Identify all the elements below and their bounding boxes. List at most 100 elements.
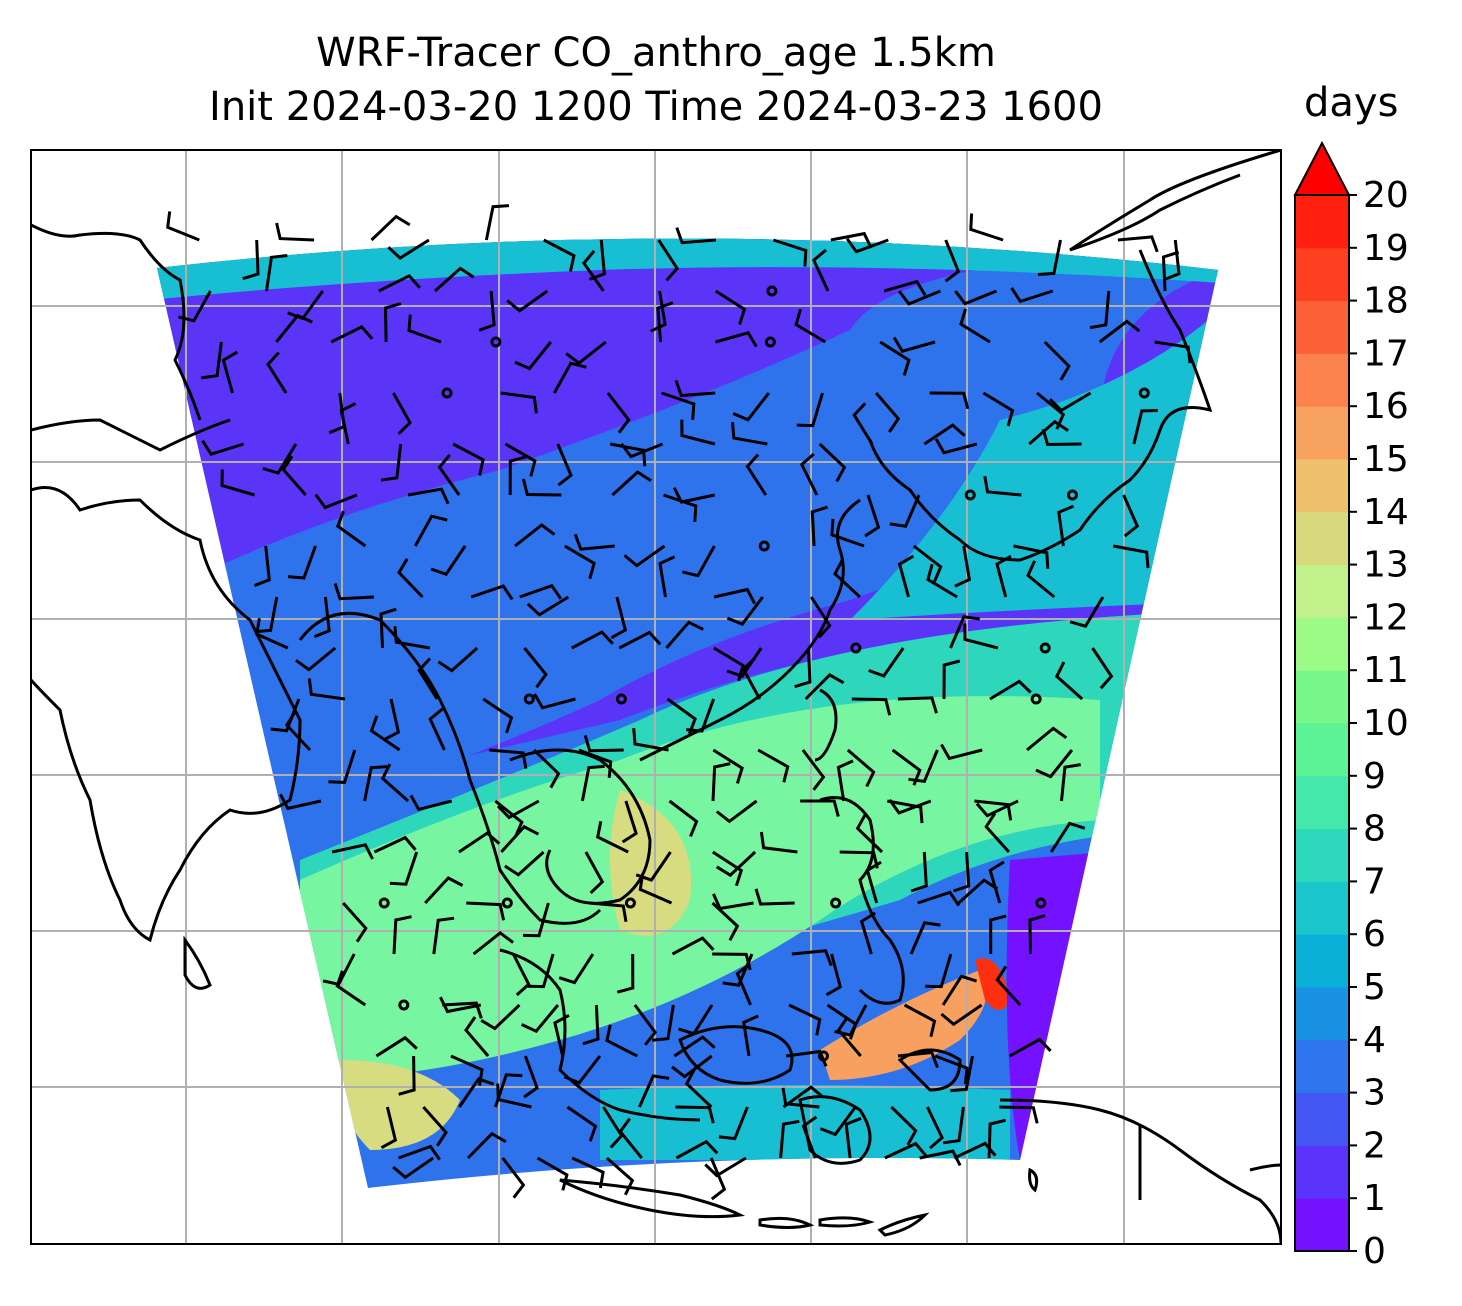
wind-barb [714, 289, 747, 325]
wind-barb [989, 679, 1032, 701]
wind-barb [533, 693, 576, 710]
wind-barb [266, 351, 288, 394]
wind-barb [178, 290, 212, 323]
wind-barb [819, 1106, 857, 1137]
wind-barb [514, 341, 552, 371]
wind-barb [484, 204, 510, 241]
wind-barb [565, 340, 607, 365]
wind-barb [926, 563, 958, 599]
wind-barb [470, 584, 514, 601]
wind-barb [713, 587, 757, 605]
wind-barb [606, 392, 631, 434]
wind-barb [407, 487, 450, 505]
colorbar-tick-label: 0 [1363, 1231, 1386, 1272]
field-orange-streak [820, 970, 987, 1080]
colorbar-segment [1295, 353, 1349, 407]
wind-barb [514, 523, 556, 548]
wind-barb [883, 279, 927, 296]
wind-barb [383, 698, 401, 741]
wind-barb [1122, 494, 1140, 538]
wind-barb [437, 453, 461, 496]
wind-barb [482, 697, 514, 734]
colorbar-tick-label: 17 [1363, 333, 1409, 374]
colorbar-tick-label: 3 [1363, 1073, 1386, 1114]
wind-barb [852, 402, 874, 445]
calm-wind-marker [964, 489, 976, 501]
colorbar-segment [1295, 511, 1349, 566]
wind-barb [335, 510, 367, 548]
wind-barb [564, 544, 596, 580]
colorbar-segment [1295, 459, 1349, 513]
wind-barb [373, 835, 417, 854]
wind-barb [1057, 504, 1075, 547]
wind-barb [988, 860, 1005, 904]
colorbar-segment [1295, 828, 1349, 882]
wind-barb [668, 799, 699, 837]
colorbar-tick-label: 1 [1363, 1178, 1386, 1219]
wind-barb [799, 452, 819, 496]
wind-barb [1028, 914, 1046, 955]
colorbar-tick-label: 16 [1363, 386, 1409, 427]
wind-barb [800, 799, 840, 817]
colorbar-segment [1295, 564, 1349, 618]
wind-barb [934, 438, 978, 455]
calm-wind-marker [830, 897, 842, 909]
wind-barb [632, 727, 669, 752]
map-frame [30, 149, 1282, 1245]
wind-barb [393, 626, 431, 650]
wind-barb [953, 851, 971, 893]
wind-barb [582, 1004, 600, 1046]
wind-barb [1089, 290, 1111, 330]
wind-barb [1009, 1037, 1052, 1058]
wind-barb [796, 392, 824, 428]
gridlines [31, 150, 1281, 1244]
wind-barb [759, 831, 798, 854]
wind-barb [954, 545, 972, 588]
wind-barb [1054, 661, 1084, 701]
wind-barb [903, 1003, 937, 1038]
wind-barb [674, 379, 716, 398]
wind-barb [989, 914, 1007, 954]
wind-barb [715, 850, 757, 878]
wind-barb [665, 620, 704, 649]
wind-barb [923, 423, 966, 446]
wind-barb [788, 1003, 822, 1036]
wind-barb [313, 596, 331, 639]
colorbar-segment [1295, 934, 1349, 988]
colorbar-segment [1295, 987, 1349, 1041]
wind-barb [201, 439, 245, 456]
wind-barbs [166, 204, 1192, 1201]
wind-barb [552, 361, 587, 394]
wind-barb [757, 748, 790, 783]
wind-barb [884, 1141, 928, 1160]
wind-barb [265, 254, 288, 292]
wind-barb [944, 239, 961, 283]
field-cyan-north-edge [157, 238, 1218, 300]
wind-barb [254, 596, 279, 634]
wind-barb [523, 1055, 539, 1099]
wind-barb [1069, 596, 1105, 628]
wind-barb [1043, 340, 1071, 381]
wind-barb [620, 442, 664, 459]
wind-barb [675, 1139, 719, 1160]
wind-barb [623, 544, 666, 568]
wind-barb [480, 1003, 521, 1031]
wind-barb [890, 1105, 918, 1146]
wind-barb [589, 901, 628, 923]
wind-barb [508, 455, 527, 496]
wind-barb [801, 1115, 818, 1159]
colorbar-tick-label: 11 [1363, 650, 1409, 691]
wind-barb [672, 487, 716, 504]
wind-barb [506, 289, 549, 313]
wind-barb [897, 1050, 939, 1069]
wind-barb [735, 962, 752, 1006]
wind-barb [584, 851, 605, 894]
wind-barb [711, 762, 731, 802]
wind-barb [526, 595, 570, 617]
colorbar-tick-label: 19 [1363, 228, 1409, 269]
wind-barb [709, 1157, 727, 1201]
wind-barb [1041, 428, 1082, 447]
wind-barb [221, 350, 238, 394]
wind-barb [779, 1119, 800, 1159]
